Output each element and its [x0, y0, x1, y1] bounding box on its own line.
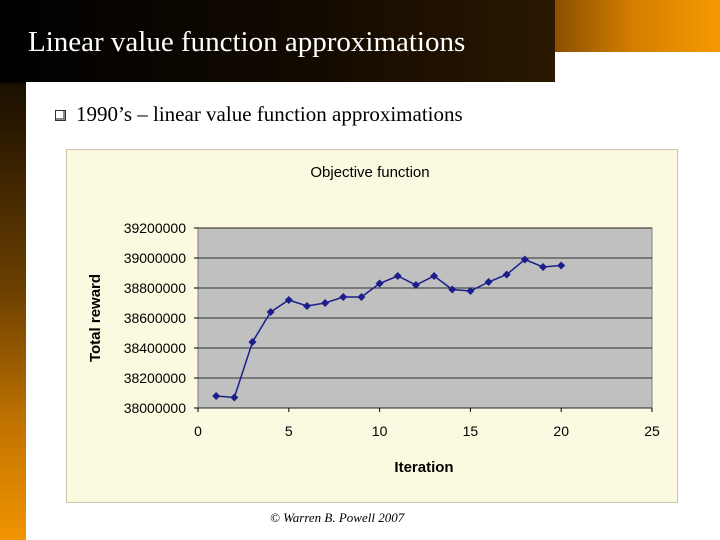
copyright-footer: © Warren B. Powell 2007 — [270, 510, 405, 525]
chart-svg: 38000000 38200000 38400000 38600000 38800000… — [87, 164, 660, 476]
data-point-marker — [448, 285, 457, 294]
title-box: Linear value function approximations — [0, 0, 555, 82]
data-point-marker — [430, 272, 439, 280]
data-point-marker — [411, 281, 420, 289]
x-tick-label: 10 — [372, 423, 388, 439]
x-axis-label: Iteration — [394, 459, 453, 476]
data-point-marker — [212, 392, 221, 400]
data-point-marker — [375, 279, 384, 288]
x-tick-label: 15 — [463, 423, 479, 439]
data-point-marker — [502, 270, 511, 279]
data-point-marker — [321, 299, 330, 307]
chart-title: Objective function — [310, 164, 429, 181]
data-point-marker — [266, 308, 275, 316]
data-point-marker — [520, 255, 529, 264]
y-tick-label: 38600000 — [124, 310, 187, 326]
bullet-checkbox-icon — [55, 110, 66, 121]
bullet-text: 1990’s – linear value function approxima… — [76, 102, 463, 126]
x-tick-label: 5 — [285, 423, 293, 439]
y-tick-label: 38200000 — [124, 370, 187, 386]
data-point-marker — [557, 261, 566, 270]
data-point-marker — [302, 302, 311, 310]
data-point-marker — [248, 338, 257, 346]
x-tick-label: 0 — [194, 423, 202, 439]
y-tick-label: 38000000 — [124, 400, 187, 416]
x-tick-label: 25 — [644, 423, 660, 439]
y-tick-label: 38400000 — [124, 340, 187, 356]
data-point-marker — [484, 278, 493, 286]
y-axis-label: Total reward — [87, 274, 104, 362]
y-tick-label: 39000000 — [124, 250, 187, 266]
frame-left-band — [0, 84, 26, 540]
data-point-marker — [539, 263, 548, 271]
x-tick-label: 20 — [553, 423, 569, 439]
chart-container: 38000000 38200000 38400000 38600000 38800000… — [66, 149, 678, 503]
y-tick-label: 38800000 — [124, 280, 187, 296]
data-point-marker — [284, 296, 293, 304]
data-point-marker — [393, 272, 402, 280]
data-point-marker — [339, 293, 348, 301]
data-point-marker — [230, 393, 239, 402]
data-point-marker — [357, 293, 366, 301]
slide-title: Linear value function approximations — [28, 26, 466, 58]
series-line — [216, 258, 562, 399]
data-point-marker — [466, 287, 475, 295]
y-tick-label: 39200000 — [124, 220, 187, 236]
